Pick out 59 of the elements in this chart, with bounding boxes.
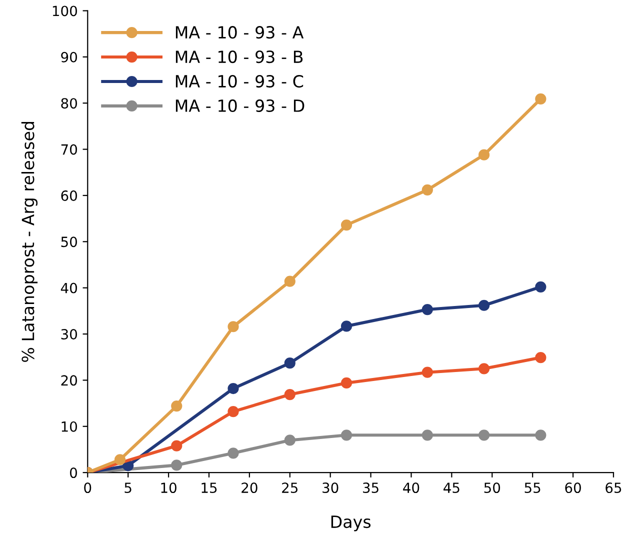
point	[478, 430, 490, 441]
x-tick-label: 0	[84, 482, 92, 494]
point	[171, 400, 182, 412]
y-axis-title: % Latanoprost - Arg released	[21, 122, 38, 362]
point	[535, 352, 546, 364]
y-tick-label: 0	[70, 468, 77, 478]
y-tick-label: 50	[61, 236, 77, 248]
x-axis-title: Days	[331, 516, 371, 532]
point	[284, 388, 296, 400]
x-tick-label: 5	[124, 482, 132, 494]
y-tick-label: 90	[61, 52, 77, 62]
point	[478, 149, 490, 160]
point	[340, 320, 352, 332]
x-tick-label: 25	[282, 482, 298, 494]
legend-label: MA - 10 - 93 - C	[176, 74, 304, 88]
point	[340, 377, 352, 389]
point	[422, 304, 433, 316]
x-tick-label: 45	[444, 482, 460, 494]
legend-label: MA - 10 - 93 - A	[176, 26, 304, 39]
point	[478, 300, 490, 311]
y-tick-label: 30	[61, 328, 77, 340]
point	[422, 430, 433, 441]
y-tick-label: 40	[60, 282, 77, 294]
legend-label: MA - 10 - 93 - B	[176, 50, 303, 64]
point	[228, 382, 239, 394]
point	[340, 430, 352, 441]
y-tick-label: 100	[52, 6, 77, 16]
point	[284, 358, 296, 369]
point	[535, 93, 546, 105]
point	[171, 440, 182, 452]
y-tick-label: 80	[61, 98, 77, 109]
point	[535, 281, 546, 292]
point	[228, 406, 239, 418]
y-tick-label: 10	[62, 421, 77, 432]
point	[422, 366, 433, 378]
y-tick-label: 70	[61, 144, 77, 155]
point	[114, 454, 126, 466]
point	[535, 430, 546, 441]
x-tick-label: 20	[242, 482, 258, 494]
point	[340, 219, 352, 231]
x-tick-label: 60	[565, 482, 581, 494]
x-tick-label: 55	[524, 482, 540, 494]
x-tick-label: 40	[403, 482, 420, 494]
point	[228, 321, 239, 332]
x-tick-label: 30	[322, 482, 338, 494]
point	[478, 363, 490, 374]
point	[284, 276, 296, 287]
point	[171, 460, 182, 471]
point	[228, 448, 239, 459]
y-tick-label: 20	[61, 375, 77, 386]
legend-label: MA - 10 - 93 - D	[176, 99, 304, 112]
x-tick-label: 35	[363, 482, 378, 494]
point	[284, 434, 296, 446]
point	[422, 184, 433, 196]
x-tick-label: 15	[202, 482, 217, 494]
x-tick-label: 50	[484, 482, 500, 494]
x-tick-label: 65	[606, 482, 622, 494]
y-tick-label: 60	[61, 190, 77, 201]
x-tick-label: 10	[161, 482, 176, 494]
